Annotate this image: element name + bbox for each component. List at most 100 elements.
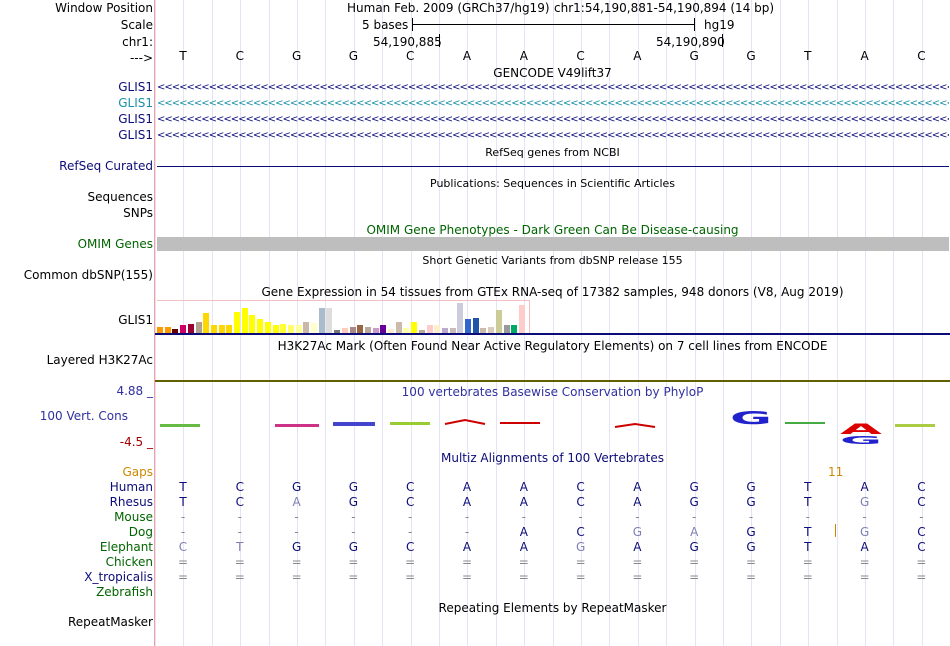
window-position-label: Window Position <box>55 1 153 15</box>
gencode-transcript-line[interactable]: <<<<<<<<<<<<<<<<<<<<<<<<<<<<<<<<<<<<<<<<… <box>157 130 949 141</box>
gtex-tissue-bar[interactable] <box>210 325 217 333</box>
gtex-tissue-bar[interactable] <box>403 328 410 333</box>
gtex-tissue-bar[interactable] <box>495 310 502 333</box>
gtex-bar-chart[interactable] <box>157 300 530 333</box>
gtex-tissue-bar[interactable] <box>364 327 371 333</box>
gtex-tissue-bar[interactable] <box>388 329 394 333</box>
species-label[interactable]: Chicken <box>105 555 153 569</box>
omim-label[interactable]: OMIM Genes <box>77 237 153 251</box>
gtex-tissue-bar[interactable] <box>241 308 248 333</box>
publications-sequences-label[interactable]: Sequences <box>87 190 153 204</box>
alignment-base: - <box>862 510 867 524</box>
gencode-transcript-label[interactable]: GLIS1 <box>118 80 153 94</box>
gtex-tissue-bar[interactable] <box>287 325 294 333</box>
gtex-tissue-bar[interactable] <box>295 325 302 333</box>
sequence-base: C <box>576 49 585 63</box>
gtex-tissue-bar[interactable] <box>518 305 525 333</box>
refseq-gene-line[interactable] <box>157 166 949 167</box>
alignment-base: = <box>348 570 359 584</box>
gap-count: 11 <box>828 465 844 479</box>
gtex-gene-label[interactable]: GLIS1 <box>118 313 153 327</box>
phylop-title: 100 vertebrates Basewise Conservation by… <box>401 385 704 399</box>
gtex-tissue-bar[interactable] <box>180 325 187 333</box>
refseq-label[interactable]: RefSeq Curated <box>59 159 153 173</box>
gtex-tissue-bar[interactable] <box>226 325 233 333</box>
alignment-base: C <box>576 525 585 539</box>
gencode-transcript-label[interactable]: GLIS1 <box>118 112 153 126</box>
gtex-tissue-bar[interactable] <box>187 324 194 333</box>
gtex-tissue-bar[interactable] <box>511 325 518 333</box>
gtex-tissue-bar[interactable] <box>318 308 325 333</box>
gtex-tissue-bar[interactable] <box>249 315 256 333</box>
gtex-tissue-bar[interactable] <box>418 330 425 333</box>
gtex-tissue-bar[interactable] <box>472 318 479 333</box>
alignment-base: T <box>804 540 812 554</box>
gtex-tissue-bar[interactable] <box>203 313 210 333</box>
alignment-base: - <box>180 525 186 539</box>
alignment-base: = <box>575 570 586 584</box>
grid-line <box>240 0 242 646</box>
gtex-tissue-bar[interactable] <box>218 325 225 333</box>
species-label[interactable]: Rhesus <box>109 495 153 509</box>
gencode-transcript-label[interactable]: GLIS1 <box>118 128 153 142</box>
gtex-tissue-bar[interactable] <box>457 303 464 333</box>
alignment-base: - <box>805 510 810 524</box>
gtex-tissue-bar[interactable] <box>164 327 171 333</box>
sequence-base: G <box>746 49 756 63</box>
phylop-label[interactable]: 100 Vert. Cons <box>39 409 128 423</box>
gtex-tissue-bar[interactable] <box>303 322 310 333</box>
alignment-base: A <box>519 495 528 509</box>
gtex-tissue-bar[interactable] <box>395 322 402 333</box>
gtex-tissue-bar[interactable] <box>257 319 264 333</box>
gtex-tissue-bar[interactable] <box>380 325 387 333</box>
species-label[interactable]: Mouse <box>114 510 153 524</box>
gtex-tissue-bar[interactable] <box>172 329 179 333</box>
species-label[interactable]: Zebrafish <box>96 585 153 599</box>
phylop-logo[interactable]: G A G <box>155 400 950 450</box>
alignment-base: G <box>859 495 870 509</box>
gtex-tissue-bar[interactable] <box>311 323 317 333</box>
gtex-tissue-bar[interactable] <box>488 327 495 333</box>
gtex-tissue-bar[interactable] <box>411 322 418 333</box>
gtex-tissue-bar[interactable] <box>264 322 271 333</box>
gtex-tissue-bar[interactable] <box>157 327 163 333</box>
gtex-tissue-bar[interactable] <box>334 330 341 333</box>
gtex-tissue-bar[interactable] <box>341 328 348 333</box>
alignment-base: C <box>405 540 415 554</box>
publications-snps-label[interactable]: SNPs <box>123 206 153 220</box>
repeatmasker-label[interactable]: RepeatMasker <box>67 615 153 629</box>
alignment-base: - <box>748 510 754 524</box>
gencode-transcript-label[interactable]: GLIS1 <box>118 96 153 110</box>
gtex-tissue-bar[interactable] <box>272 325 279 333</box>
gaps-label[interactable]: Gaps <box>122 465 153 479</box>
gtex-tissue-bar[interactable] <box>195 322 202 333</box>
h3k27ac-label[interactable]: Layered H3K27Ac <box>46 353 153 367</box>
species-label[interactable]: Dog <box>128 525 153 539</box>
gtex-tissue-bar[interactable] <box>449 328 456 333</box>
gtex-tissue-bar[interactable] <box>480 328 487 333</box>
species-label[interactable]: Human <box>109 480 153 494</box>
gtex-tissue-bar[interactable] <box>441 328 448 333</box>
gencode-transcript-line[interactable]: <<<<<<<<<<<<<<<<<<<<<<<<<<<<<<<<<<<<<<<<… <box>157 114 949 125</box>
gtex-tissue-bar[interactable] <box>426 325 433 333</box>
h3k27ac-signal-line[interactable] <box>155 380 950 382</box>
species-label[interactable]: X_tropicalis <box>84 570 153 584</box>
gencode-transcript-line[interactable]: <<<<<<<<<<<<<<<<<<<<<<<<<<<<<<<<<<<<<<<<… <box>157 98 949 109</box>
gtex-tissue-bar[interactable] <box>434 325 441 333</box>
gencode-transcript-line[interactable]: <<<<<<<<<<<<<<<<<<<<<<<<<<<<<<<<<<<<<<<<… <box>157 82 949 93</box>
dbsnp-label[interactable]: Common dbSNP(155) <box>23 268 153 282</box>
gtex-tissue-bar[interactable] <box>503 325 510 333</box>
assembly-title: Human Feb. 2009 (GRCh37/hg19) <box>347 1 550 15</box>
strand-arrow-label[interactable]: ---> <box>129 51 153 65</box>
gtex-tissue-bar[interactable] <box>357 325 364 333</box>
alignment-base: - <box>578 510 583 524</box>
species-label[interactable]: Elephant <box>99 540 153 554</box>
gtex-title: Gene Expression in 54 tissues from GTEx … <box>261 285 844 299</box>
gtex-tissue-bar[interactable] <box>349 327 356 333</box>
gtex-tissue-bar[interactable] <box>372 328 379 333</box>
gtex-tissue-bar[interactable] <box>465 319 471 333</box>
gtex-tissue-bar[interactable] <box>280 324 287 333</box>
gtex-tissue-bar[interactable] <box>234 312 240 333</box>
omim-feature-bar[interactable] <box>157 237 949 251</box>
gtex-tissue-bar[interactable] <box>326 308 333 333</box>
